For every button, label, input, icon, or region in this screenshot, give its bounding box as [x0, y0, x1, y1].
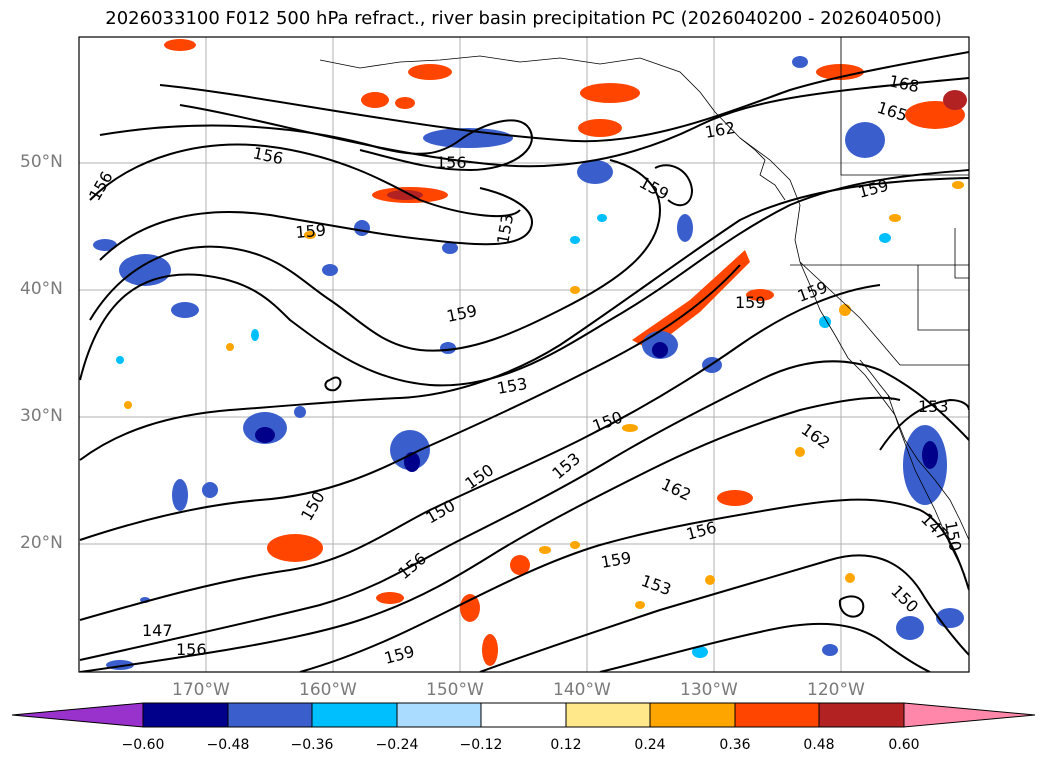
lon-label: 160°W [299, 680, 357, 700]
colorbar-segment [734, 702, 820, 728]
lat-label: 20°N [20, 533, 63, 553]
contour-label: 156 [176, 640, 207, 659]
colorbar-tick-label: −0.36 [290, 737, 334, 753]
gridlines [79, 37, 969, 672]
lat-label: 50°N [20, 152, 63, 172]
colorbar-extend-high [903, 702, 1036, 728]
colorbar-tick-label: 0.60 [888, 737, 920, 753]
colorbar-extend-low [11, 702, 144, 728]
colorbar-tick-label: 0.48 [803, 737, 835, 753]
colorbar-segment [396, 702, 482, 728]
contour-label: 159 [295, 220, 327, 242]
colorbar-tick-label: 0.36 [719, 737, 751, 753]
lat-label: 40°N [20, 279, 63, 299]
lon-label: 130°W [680, 680, 738, 700]
colorbar [11, 702, 1036, 728]
lon-label: 120°W [807, 680, 865, 700]
contour-label: 153 [918, 397, 949, 416]
lon-label: 170°W [172, 680, 230, 700]
colorbar-tick-label: −0.12 [459, 737, 503, 753]
map-plot-area: 168 165 162 162 162 159 159 159 159 159 … [79, 37, 969, 672]
colorbar-tick-label: −0.60 [121, 737, 165, 753]
colorbar-tick-label: −0.48 [206, 737, 250, 753]
colorbar-segment [311, 702, 398, 728]
colorbar-tick-label: 0.12 [550, 737, 582, 753]
coastlines [319, 37, 969, 576]
contour-label: 147 [142, 621, 173, 640]
lon-label: 140°W [553, 680, 611, 700]
lat-label: 30°N [20, 406, 63, 426]
contour-label: 156 [436, 153, 467, 172]
colorbar-tick-label: 0.24 [634, 737, 666, 753]
map-frame [78, 36, 970, 673]
colorbar-segment [818, 702, 905, 728]
colorbar-segment [649, 702, 736, 728]
colorbar-segment [480, 702, 567, 728]
colorbar-segment [142, 702, 229, 728]
precip-shading [93, 39, 967, 670]
colorbar-segment [565, 702, 651, 728]
colorbar-tick-label: −0.24 [375, 737, 419, 753]
colorbar-segment [227, 702, 313, 728]
refractivity-contours [79, 51, 969, 672]
contour-label: 159 [735, 293, 766, 312]
map-title: 2026033100 F012 500 hPa refract., river … [105, 8, 942, 29]
lon-label: 150°W [426, 680, 484, 700]
